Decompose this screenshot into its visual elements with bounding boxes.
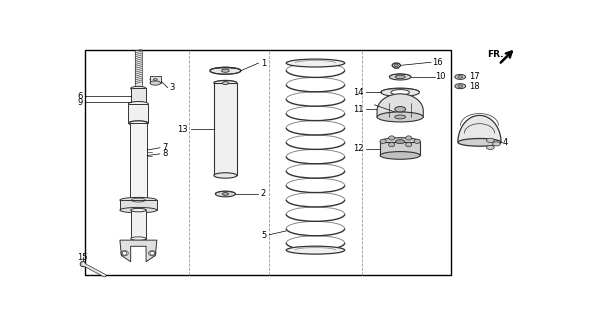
Ellipse shape [392,63,401,68]
Ellipse shape [286,246,345,254]
Text: 16: 16 [432,58,442,67]
Ellipse shape [221,69,230,72]
Text: 9: 9 [77,98,83,107]
Ellipse shape [129,101,148,106]
Ellipse shape [214,173,237,178]
Bar [135,50,142,86]
Bar [130,210,146,239]
Text: 15: 15 [77,252,87,261]
Bar [120,200,157,210]
Ellipse shape [377,112,423,122]
Ellipse shape [80,261,86,267]
Ellipse shape [405,142,412,147]
Ellipse shape [380,138,420,145]
Text: 6: 6 [77,92,83,101]
Ellipse shape [493,142,500,146]
Text: 13: 13 [177,125,188,134]
Ellipse shape [487,145,494,149]
Text: 8: 8 [162,149,168,158]
Text: 14: 14 [353,88,363,97]
Ellipse shape [380,152,420,159]
Ellipse shape [389,74,411,80]
Text: 3: 3 [169,83,175,92]
Ellipse shape [215,191,235,197]
Ellipse shape [458,139,501,146]
Ellipse shape [129,121,148,125]
Polygon shape [120,240,157,262]
Ellipse shape [130,237,146,240]
Ellipse shape [210,67,241,74]
Ellipse shape [120,207,157,213]
Ellipse shape [391,90,409,95]
Ellipse shape [380,139,386,143]
Ellipse shape [122,251,127,255]
Ellipse shape [130,208,146,212]
Bar [130,123,148,200]
Bar [214,83,237,175]
Ellipse shape [389,142,395,147]
Ellipse shape [222,82,228,84]
Text: 10: 10 [435,72,446,81]
Ellipse shape [395,75,405,79]
Ellipse shape [381,88,419,97]
Ellipse shape [455,74,466,79]
Ellipse shape [458,85,463,87]
Ellipse shape [458,76,463,78]
Ellipse shape [150,81,160,85]
Bar [380,141,420,156]
Ellipse shape [286,59,345,67]
Ellipse shape [120,197,157,203]
Ellipse shape [455,84,466,89]
Bar [150,76,160,83]
Text: FR.: FR. [487,50,504,59]
Ellipse shape [130,198,148,202]
Text: 4: 4 [503,138,508,147]
Ellipse shape [395,107,405,112]
Text: 18: 18 [470,82,480,91]
Ellipse shape [405,136,412,140]
Ellipse shape [414,139,420,143]
Ellipse shape [395,140,405,143]
Bar [129,104,148,123]
Polygon shape [458,116,501,142]
Ellipse shape [222,193,228,195]
Ellipse shape [389,136,395,140]
Ellipse shape [394,64,398,67]
Ellipse shape [395,115,405,119]
Ellipse shape [130,86,146,91]
Bar [85,50,451,275]
Text: 12: 12 [353,144,363,153]
Ellipse shape [487,138,494,142]
Text: 5: 5 [262,231,267,240]
Ellipse shape [153,79,157,81]
Text: 17: 17 [470,72,480,81]
Text: 2: 2 [261,189,266,198]
Text: 11: 11 [353,105,363,114]
Ellipse shape [150,251,155,255]
Bar [130,88,146,104]
Text: 7: 7 [162,143,168,152]
Polygon shape [377,94,423,117]
Ellipse shape [130,121,148,125]
Ellipse shape [214,80,237,86]
Ellipse shape [150,77,160,82]
Text: 1: 1 [261,59,266,68]
Ellipse shape [130,102,146,106]
